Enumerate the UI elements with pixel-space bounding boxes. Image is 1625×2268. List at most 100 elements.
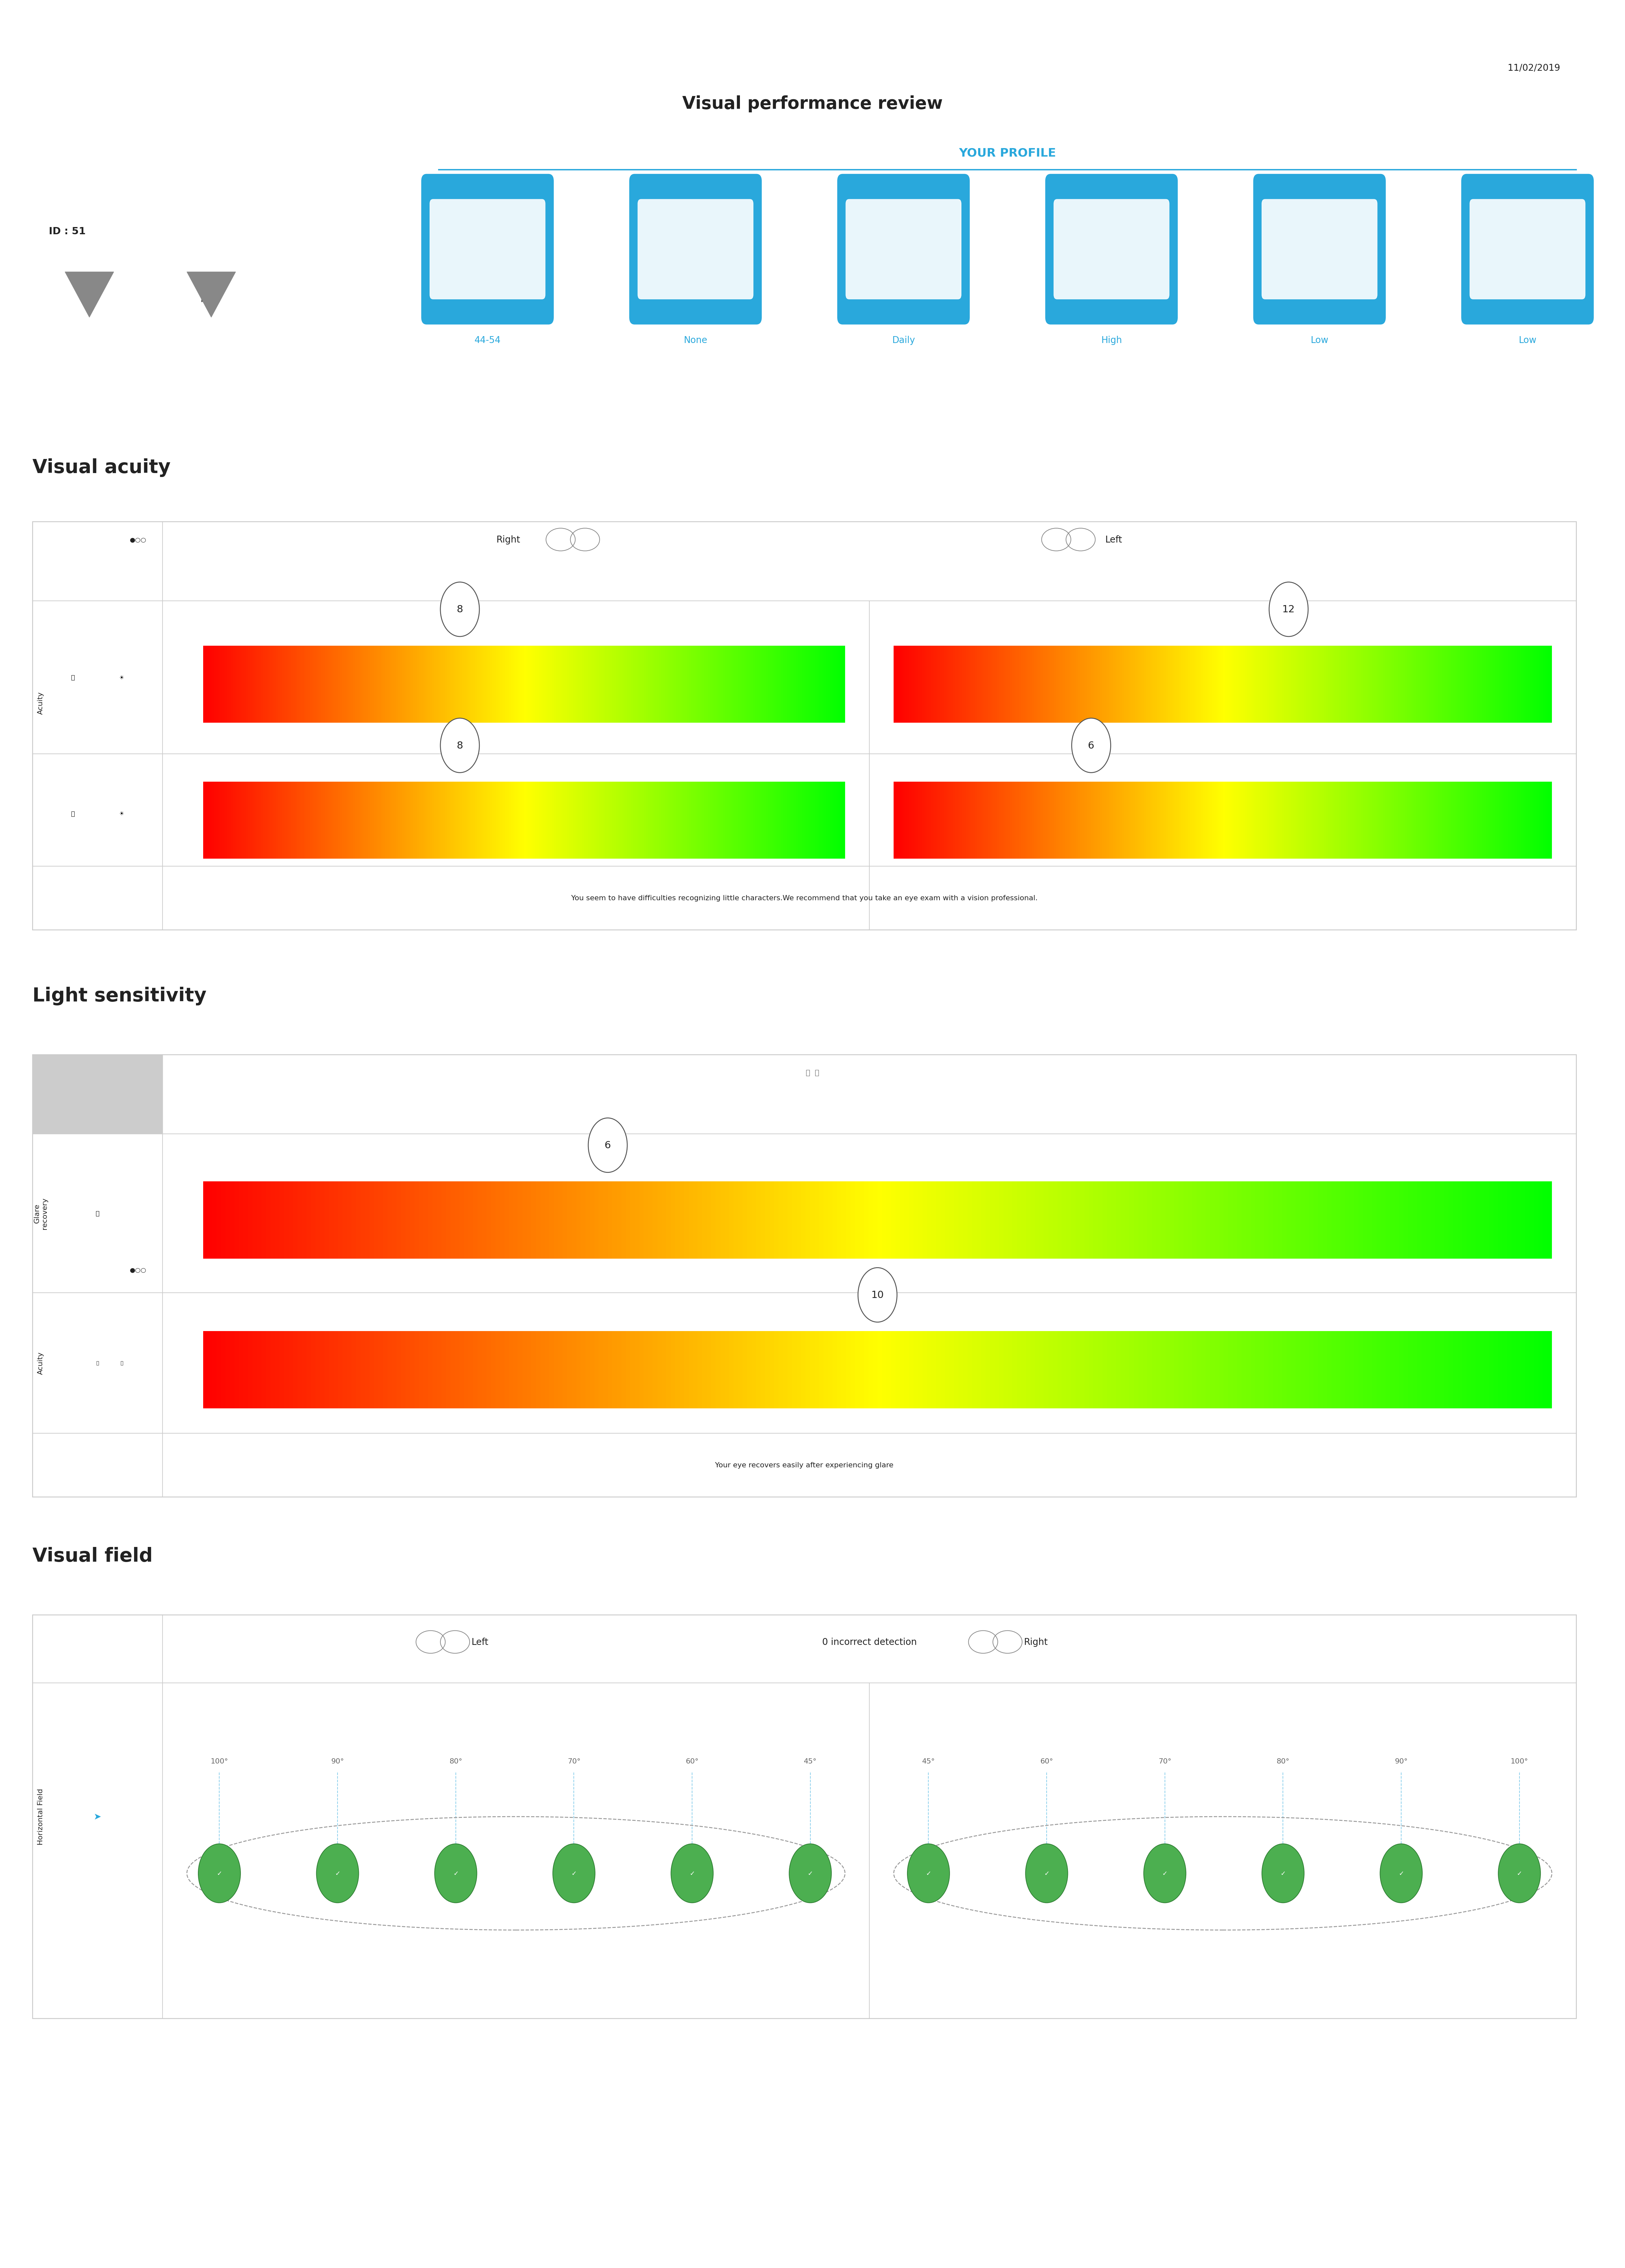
Bar: [514, 1331, 518, 1408]
Text: Visual acuity: Visual acuity: [32, 458, 171, 476]
Bar: [215, 646, 216, 723]
Bar: [577, 1182, 580, 1259]
Bar: [1066, 1182, 1071, 1259]
Bar: [1386, 1331, 1389, 1408]
Bar: [1017, 1182, 1022, 1259]
Bar: [554, 782, 556, 860]
Bar: [596, 646, 600, 723]
Bar: [684, 782, 687, 860]
Bar: [1168, 782, 1170, 860]
Bar: [601, 782, 603, 860]
Bar: [468, 782, 471, 860]
Bar: [694, 1182, 697, 1259]
Bar: [1383, 646, 1384, 723]
Bar: [1264, 1182, 1269, 1259]
Bar: [567, 1331, 572, 1408]
Bar: [284, 1331, 289, 1408]
Bar: [996, 646, 999, 723]
Bar: [1121, 782, 1124, 860]
Bar: [224, 646, 226, 723]
Bar: [372, 646, 374, 723]
Bar: [890, 1182, 895, 1259]
Bar: [289, 1182, 292, 1259]
Bar: [999, 646, 1001, 723]
Bar: [1484, 646, 1485, 723]
Bar: [226, 1331, 231, 1408]
Bar: [588, 646, 590, 723]
Bar: [1254, 1182, 1259, 1259]
Bar: [1332, 782, 1334, 860]
Bar: [939, 782, 942, 860]
Bar: [1282, 646, 1284, 723]
Bar: [1113, 782, 1115, 860]
Bar: [1259, 1331, 1264, 1408]
Text: ✓: ✓: [689, 1871, 696, 1876]
Bar: [1435, 782, 1438, 860]
Bar: [1084, 646, 1087, 723]
Bar: [590, 1182, 595, 1259]
Bar: [1318, 782, 1320, 860]
Bar: [1170, 1182, 1175, 1259]
Bar: [1412, 646, 1414, 723]
Bar: [250, 782, 252, 860]
Bar: [1157, 1182, 1160, 1259]
Bar: [252, 782, 255, 860]
Text: 12: 12: [1282, 606, 1295, 615]
Bar: [1464, 646, 1466, 723]
Bar: [1508, 782, 1510, 860]
Circle shape: [552, 1844, 595, 1903]
Bar: [231, 646, 232, 723]
Bar: [406, 1182, 410, 1259]
Bar: [723, 782, 725, 860]
Bar: [1246, 1182, 1251, 1259]
Bar: [1081, 646, 1082, 723]
Bar: [1427, 646, 1428, 723]
Bar: [453, 646, 455, 723]
Bar: [1160, 1331, 1165, 1408]
Bar: [1118, 782, 1120, 860]
Bar: [271, 782, 273, 860]
Bar: [946, 1331, 949, 1408]
Bar: [540, 1331, 544, 1408]
Bar: [273, 646, 276, 723]
Bar: [526, 646, 528, 723]
Bar: [1295, 1331, 1300, 1408]
Bar: [32, 1055, 162, 1134]
Bar: [676, 1182, 679, 1259]
Text: 10: 10: [871, 1290, 884, 1300]
Bar: [1232, 646, 1233, 723]
Bar: [600, 646, 601, 723]
Bar: [1479, 782, 1482, 860]
Bar: [1490, 782, 1493, 860]
Bar: [739, 646, 743, 723]
Bar: [1138, 782, 1139, 860]
Bar: [1341, 1182, 1345, 1259]
Bar: [1022, 1182, 1025, 1259]
Text: 70°: 70°: [1159, 1758, 1172, 1765]
Bar: [860, 1182, 864, 1259]
Text: High: High: [1102, 336, 1121, 345]
Bar: [231, 1182, 234, 1259]
Bar: [656, 782, 658, 860]
Bar: [1471, 646, 1472, 723]
Bar: [788, 1331, 791, 1408]
Bar: [379, 1182, 384, 1259]
Bar: [1349, 1331, 1354, 1408]
Bar: [929, 782, 931, 860]
Text: Visual performance review: Visual performance review: [682, 95, 942, 113]
Bar: [338, 646, 340, 723]
Bar: [1547, 782, 1550, 860]
Bar: [297, 646, 299, 723]
Bar: [523, 646, 526, 723]
Bar: [970, 782, 973, 860]
Bar: [507, 782, 509, 860]
Bar: [1396, 646, 1398, 723]
Bar: [330, 782, 331, 860]
Bar: [757, 782, 759, 860]
Bar: [437, 646, 439, 723]
Bar: [834, 782, 837, 860]
Text: YOUR PROFILE: YOUR PROFILE: [959, 147, 1056, 159]
Text: 45°: 45°: [921, 1758, 934, 1765]
Bar: [697, 782, 699, 860]
Bar: [1175, 782, 1176, 860]
